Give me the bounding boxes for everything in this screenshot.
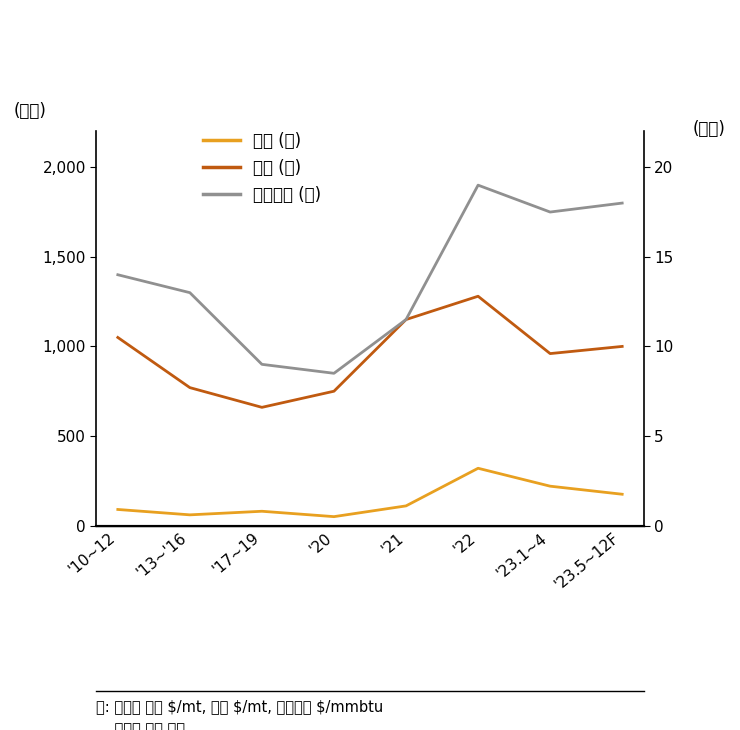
Y-axis label: (달러): (달러) <box>693 120 726 137</box>
Text: 주: 단위는 석탄 $/mt, 팔유 $/mt, 천연가스 $/mmbtu
    가격은 기간 평균
    2023년 5~12월 전망(’23.5~12F: 주: 단위는 석탄 $/mt, 팔유 $/mt, 천연가스 $/mmbtu 가격… <box>96 699 480 730</box>
Legend: 석탄 (좌), 팔유 (좌), 천연가스 (우): 석탄 (좌), 팔유 (좌), 천연가스 (우) <box>203 132 321 204</box>
Y-axis label: (달러): (달러) <box>14 101 47 120</box>
